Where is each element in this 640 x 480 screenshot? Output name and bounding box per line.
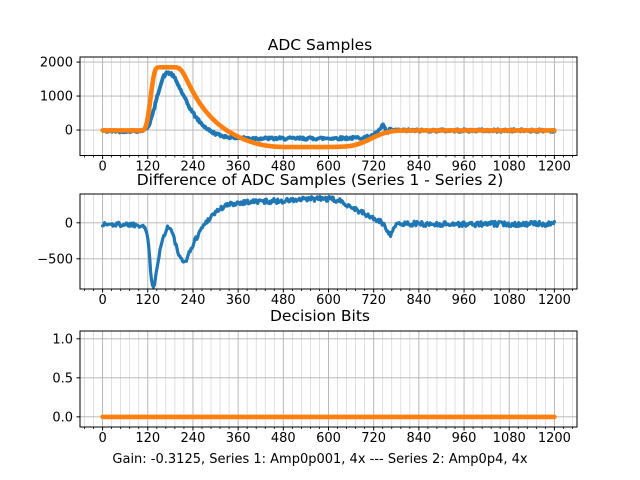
y-tick-label: 1.0 [52, 332, 73, 347]
x-tick-label: 360 [226, 160, 251, 175]
x-tick-label: 0 [98, 293, 106, 308]
x-tick-label: 720 [361, 431, 386, 446]
x-tick-label: 720 [361, 160, 386, 175]
footer-xlabel: Gain: -0.3125, Series 1: Amp0p001, 4x --… [112, 452, 528, 467]
x-tick-label: 240 [181, 431, 206, 446]
chart1-series-2-line [100, 64, 557, 150]
x-tick-label: 1200 [538, 293, 571, 308]
x-tick-label: 1080 [493, 160, 526, 175]
chart1-title: ADC Samples [267, 36, 373, 54]
x-tick-label: 120 [135, 160, 160, 175]
x-tick-label: 960 [452, 160, 477, 175]
axes-spine [79, 56, 578, 156]
y-tick-label: 0.5 [52, 371, 73, 386]
x-tick-label: 960 [452, 431, 477, 446]
x-tick-label: 0 [98, 160, 106, 175]
x-tick-label: 480 [271, 431, 296, 446]
x-tick-label: 120 [135, 293, 160, 308]
x-tick-label: 600 [316, 431, 341, 446]
chart2-series-1-line [101, 194, 556, 289]
axes-spine [79, 330, 578, 428]
chart3-title: Decision Bits [269, 307, 370, 325]
x-tick-label: 840 [406, 160, 431, 175]
x-tick-label: 720 [361, 293, 386, 308]
x-tick-label: 600 [316, 160, 341, 175]
x-tick-label: 480 [271, 160, 296, 175]
y-tick-label: 1000 [40, 90, 73, 105]
x-tick-label: 360 [226, 431, 251, 446]
x-tick-label: 480 [271, 293, 296, 308]
y-tick-label: 2000 [40, 56, 73, 71]
y-tick-label: 0.0 [52, 410, 73, 425]
x-tick-label: 960 [452, 293, 477, 308]
x-tick-label: 1200 [538, 160, 571, 175]
x-tick-label: 0 [98, 431, 106, 446]
y-tick-label: 0 [65, 216, 73, 231]
x-tick-label: 840 [406, 431, 431, 446]
x-tick-label: 240 [181, 160, 206, 175]
x-tick-label: 120 [135, 431, 160, 446]
x-tick-label: 840 [406, 293, 431, 308]
axes-spine [79, 193, 578, 290]
chart2-title: Difference of ADC Samples (Series 1 - Se… [136, 171, 504, 189]
x-tick-label: 1200 [538, 431, 571, 446]
x-tick-label: 240 [181, 293, 206, 308]
x-tick-label: 600 [316, 293, 341, 308]
x-tick-label: 1080 [493, 293, 526, 308]
x-tick-label: 1080 [493, 431, 526, 446]
y-tick-label: 0 [65, 124, 73, 139]
x-tick-label: 360 [226, 293, 251, 308]
y-tick-label: −500 [37, 252, 73, 267]
